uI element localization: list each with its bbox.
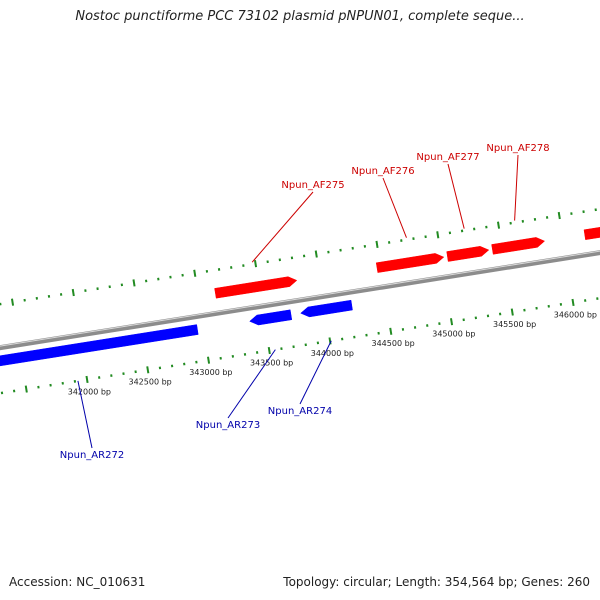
lower-scale-major-tick xyxy=(450,318,454,326)
scale-tick-label: 342000 bp xyxy=(68,387,111,396)
gene-npun-af277[interactable] xyxy=(446,246,490,262)
gene-forward-5[interactable] xyxy=(583,226,600,240)
lower-scale-major-tick xyxy=(85,375,89,384)
lower-scale-major-tick xyxy=(267,346,271,355)
gene-npun-af277-label[interactable]: Npun_AF277 xyxy=(416,152,479,163)
genome-summary-text: Topology: circular; Length: 354,564 bp; … xyxy=(283,575,590,589)
lower-scale-major-tick xyxy=(510,308,514,316)
gene-npun-af276[interactable] xyxy=(375,253,445,273)
upper-scale-major-tick xyxy=(375,240,379,249)
scale-tick-label: 343500 bp xyxy=(250,358,293,367)
upper-scale-major-tick xyxy=(193,269,197,277)
gene-npun-ar273[interactable] xyxy=(249,309,293,326)
scale-tick-label: 344500 bp xyxy=(372,339,415,348)
dna-backbone-highlight xyxy=(0,250,600,347)
gene-npun-ar274[interactable] xyxy=(300,299,353,318)
gene-npun-af276-label[interactable]: Npun_AF276 xyxy=(351,166,414,177)
lower-scale-major-tick xyxy=(571,298,575,307)
scale-tick-label: 345000 bp xyxy=(432,330,475,339)
gene-npun-af278-leader-line xyxy=(514,154,519,221)
accession-text: Accession: NC_010631 xyxy=(9,575,146,589)
scale-tick-label: 346000 bp xyxy=(554,310,597,319)
upper-scale-major-tick xyxy=(10,298,15,306)
gene-npun-ar272-leader-line xyxy=(77,380,93,449)
gene-npun-ar272[interactable] xyxy=(0,324,199,373)
upper-scale-major-tick xyxy=(496,221,501,229)
gene-npun-af275-leader-line xyxy=(251,191,314,263)
upper-scale-major-tick xyxy=(253,260,258,268)
gene-npun-ar273-leader-line xyxy=(227,349,276,419)
scale-tick-label: 345500 bp xyxy=(493,320,536,329)
gene-npun-af275[interactable] xyxy=(214,276,298,299)
scale-tick-label: 342500 bp xyxy=(129,378,172,387)
gene-npun-ar272-label[interactable]: Npun_AR272 xyxy=(60,450,124,461)
gene-npun-af275-label[interactable]: Npun_AF275 xyxy=(281,180,344,191)
upper-scale-major-tick xyxy=(557,211,561,220)
lower-scale-major-tick xyxy=(389,327,393,335)
gene-npun-af276-leader-line xyxy=(382,177,407,238)
lower-scale-major-tick xyxy=(146,366,150,374)
dna-backbone xyxy=(0,250,600,351)
upper-scale-major-tick xyxy=(436,231,440,239)
gene-npun-ar273-label[interactable]: Npun_AR273 xyxy=(196,420,260,431)
gene-npun-af278-label[interactable]: Npun_AF278 xyxy=(486,143,549,154)
upper-scale-major-tick xyxy=(71,288,75,297)
gene-npun-ar274-leader-line xyxy=(299,340,332,405)
scale-tick-label: 344000 bp xyxy=(311,349,354,358)
lower-scale-major-tick xyxy=(24,385,28,393)
gene-npun-af277-leader-line xyxy=(447,163,465,229)
lower-scale-major-tick xyxy=(207,356,211,364)
upper-scale-major-tick xyxy=(314,250,318,258)
upper-scale-major-tick xyxy=(132,279,136,287)
page-title: Nostoc punctiforme PCC 73102 plasmid pNP… xyxy=(75,9,525,24)
gene-npun-ar274-label[interactable]: Npun_AR274 xyxy=(268,406,332,417)
gene-npun-af278[interactable] xyxy=(491,237,546,255)
scale-tick-label: 343000 bp xyxy=(189,368,232,377)
